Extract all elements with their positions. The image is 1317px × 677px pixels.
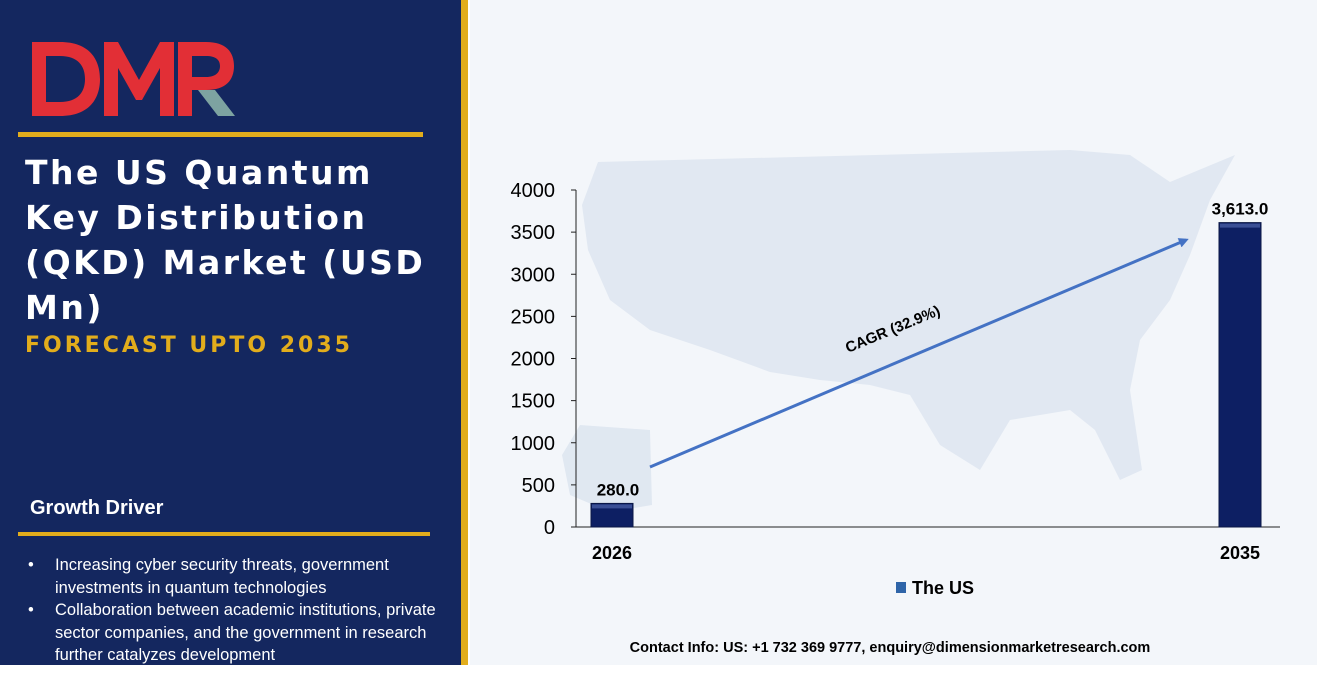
bar-highlight xyxy=(1220,223,1260,228)
y-tick-label: 3500 xyxy=(511,222,556,244)
bar-chart: 0 500 1000 1500 2000 2500 3000 3500 4000 2026 203… xyxy=(511,150,1280,598)
y-tick-label: 1500 xyxy=(511,391,556,413)
us-map-background xyxy=(562,150,1235,512)
growth-driver-heading: Growth Driver xyxy=(30,497,164,519)
chart-bars xyxy=(590,222,1262,528)
y-tick-label: 1000 xyxy=(511,433,556,455)
growth-driver-divider xyxy=(18,532,430,536)
dmr-logo xyxy=(32,42,235,116)
bar-2026 xyxy=(590,502,634,528)
y-tick-label: 2000 xyxy=(511,349,556,371)
data-label-2026: 280.0 xyxy=(597,480,640,499)
title-divider xyxy=(18,132,423,137)
x-tick-label: 2035 xyxy=(1220,543,1260,563)
chart-panel: 0 500 1000 1500 2000 2500 3000 3500 4000 2026 203… xyxy=(470,0,1317,665)
legend-swatch xyxy=(896,582,906,593)
page-title: The US Quantum Key Distribution (QKD) Ma… xyxy=(25,153,426,327)
y-tick-label: 3000 xyxy=(511,264,556,286)
growth-driver-item: Increasing cyber security threats, gover… xyxy=(28,554,468,599)
left-panel: The US Quantum Key Distribution (QKD) Ma… xyxy=(0,0,461,665)
y-tick-label: 2500 xyxy=(511,306,556,328)
contact-info: Contact Info: US: +1 732 369 9777, enqui… xyxy=(629,640,1151,656)
y-tick-label: 4000 xyxy=(511,180,556,202)
data-label-2035: 3,613.0 xyxy=(1212,200,1269,219)
growth-driver-list: Increasing cyber security threats, gover… xyxy=(28,554,468,667)
bar-highlight xyxy=(592,504,632,509)
bottom-strip xyxy=(0,665,1317,677)
x-tick-label: 2026 xyxy=(592,543,632,563)
legend-label: The US xyxy=(912,578,974,598)
panel-accent-bar xyxy=(461,0,468,665)
cagr-arrow xyxy=(649,238,1189,469)
x-axis-ticks: 2026 2035 xyxy=(592,543,1260,563)
chart-legend: The US xyxy=(896,578,974,598)
y-axis-ticks: 0 500 1000 1500 2000 2500 3000 3500 4000 xyxy=(511,180,576,539)
data-labels: 280.0 3,613.0 xyxy=(597,200,1269,500)
growth-driver-item: Collaboration between academic instituti… xyxy=(28,599,468,667)
y-tick-label: 0 xyxy=(544,517,555,539)
bar-2035 xyxy=(1218,222,1262,528)
y-tick-label: 500 xyxy=(522,475,555,497)
page-subtitle: FORECAST UPTO 2035 xyxy=(25,333,353,358)
